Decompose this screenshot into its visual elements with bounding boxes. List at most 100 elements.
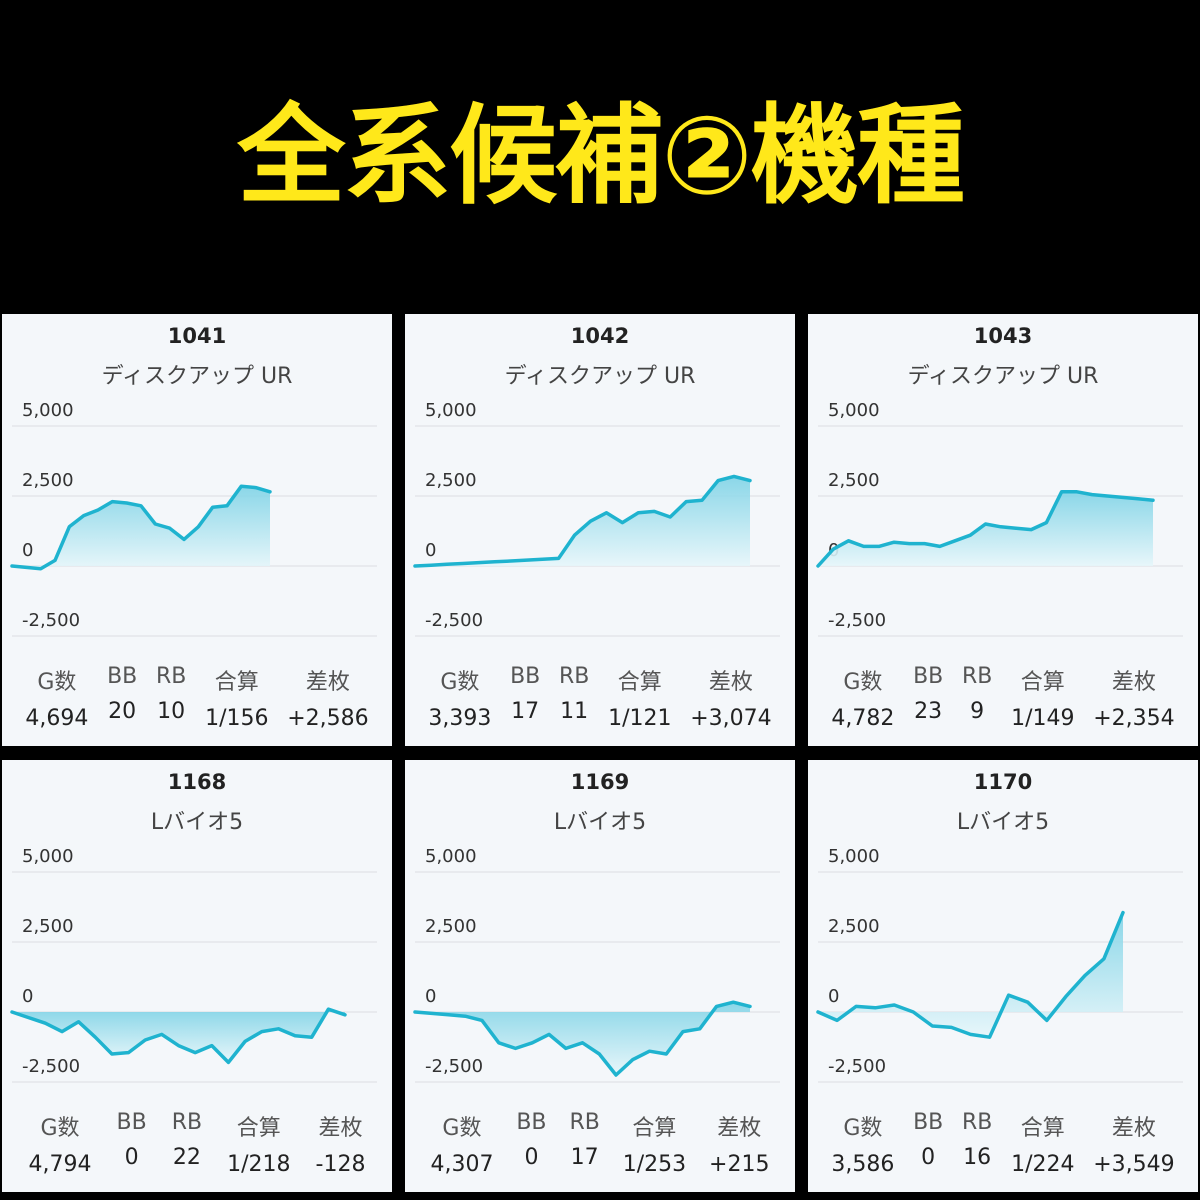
stat-value: 1/224 bbox=[1011, 1152, 1075, 1177]
stat-rb: RB 11 bbox=[559, 664, 589, 731]
stat-label: RB bbox=[961, 664, 993, 689]
stat-value: 1/156 bbox=[205, 706, 269, 731]
stat-label: RB bbox=[155, 664, 187, 689]
stat-value: 23 bbox=[914, 699, 943, 724]
stat-label: 合算 bbox=[632, 1116, 677, 1141]
series-line bbox=[413, 474, 752, 568]
stat-label: RB bbox=[558, 664, 590, 689]
stat-label: 合算 bbox=[214, 670, 259, 695]
y-tick-label: 0 bbox=[425, 986, 436, 1007]
stat-value: +3,549 bbox=[1093, 1152, 1175, 1177]
stat-value: +2,586 bbox=[287, 706, 369, 731]
series-area bbox=[818, 491, 1153, 566]
stat-diff: 差枚 -128 bbox=[316, 1110, 366, 1177]
y-tick-label: -2,500 bbox=[22, 1056, 80, 1077]
stat-games: G数 4,307 bbox=[430, 1110, 493, 1177]
stat-total: 合算 1/253 bbox=[623, 1110, 686, 1177]
stat-label: 合算 bbox=[236, 1116, 281, 1141]
stat-bb: BB 17 bbox=[510, 664, 540, 731]
stat-label: BB bbox=[116, 1110, 147, 1135]
machine-number: 1169 bbox=[570, 770, 630, 794]
title-banner: 全系候補②機種 bbox=[0, 0, 1200, 310]
y-tick-label: -2,500 bbox=[828, 610, 886, 631]
stat-label: G数 bbox=[40, 1116, 80, 1141]
stat-rb: RB 10 bbox=[156, 664, 186, 731]
stat-value: 4,307 bbox=[430, 1152, 494, 1177]
stat-value: 9 bbox=[970, 699, 985, 724]
stat-label: 合算 bbox=[617, 670, 662, 695]
stat-label: 合算 bbox=[1020, 670, 1065, 695]
stat-label: G数 bbox=[440, 670, 480, 695]
stat-label: 差枚 bbox=[1111, 670, 1156, 695]
stat-label: G数 bbox=[37, 670, 77, 695]
page-title: 全系候補②機種 bbox=[237, 94, 964, 219]
machine-name: Lバイオ5 bbox=[956, 810, 1050, 835]
machine-card: 1042 ディスクアップ UR 5,000 2,500 0 -2,500 G数 3,393 BB… bbox=[405, 314, 795, 746]
stat-value: 4,782 bbox=[831, 706, 895, 731]
machine-number: 1168 bbox=[167, 770, 227, 794]
y-tick-label: -2,500 bbox=[22, 610, 80, 631]
stat-value: 0 bbox=[524, 1145, 539, 1170]
y-tick-label: 5,000 bbox=[22, 846, 74, 867]
y-tick-label: 5,000 bbox=[828, 846, 880, 867]
y-tick-label: 2,500 bbox=[425, 916, 477, 937]
stat-rb: RB 16 bbox=[962, 1110, 992, 1177]
stat-diff: 差枚 +215 bbox=[709, 1110, 769, 1177]
stat-label: BB bbox=[510, 664, 541, 689]
stat-value: 1/253 bbox=[622, 1152, 687, 1177]
stat-label: 差枚 bbox=[318, 1116, 363, 1141]
machine-card: 1168 Lバイオ5 5,000 2,500 0 -2,500 G数 4,794 BB 0 RB 22… bbox=[2, 760, 392, 1192]
stat-diff: 差枚 +2,354 bbox=[1093, 664, 1174, 731]
stat-value: 0 bbox=[921, 1145, 936, 1170]
stat-value: 3,393 bbox=[428, 706, 492, 731]
machine-name: ディスクアップ UR bbox=[504, 364, 696, 389]
stat-value: 11 bbox=[560, 699, 589, 724]
machine-name: ディスクアップ UR bbox=[101, 364, 293, 389]
stat-value: 0 bbox=[124, 1145, 139, 1170]
stat-label: BB bbox=[913, 664, 944, 689]
stat-label: 合算 bbox=[1020, 1116, 1065, 1141]
stat-label: 差枚 bbox=[708, 670, 753, 695]
stat-rb: RB 9 bbox=[962, 664, 992, 731]
stat-rb: RB 17 bbox=[569, 1110, 599, 1177]
y-tick-label: 0 bbox=[22, 986, 33, 1007]
stat-label: 差枚 bbox=[717, 1116, 762, 1141]
machine-name: Lバイオ5 bbox=[553, 810, 647, 835]
y-tick-label: 5,000 bbox=[425, 846, 477, 867]
machine-card: 1169 Lバイオ5 5,000 2,500 0 -2,500 G数 4,307 BB 0 RB 17… bbox=[405, 760, 795, 1192]
stat-games: G数 3,586 bbox=[831, 1110, 894, 1177]
stat-diff: 差枚 +3,549 bbox=[1093, 1110, 1174, 1177]
stat-total: 合算 1/218 bbox=[227, 1110, 290, 1177]
stat-label: BB bbox=[516, 1110, 547, 1135]
machine-name: Lバイオ5 bbox=[150, 810, 244, 835]
y-tick-label: 5,000 bbox=[425, 400, 477, 421]
stat-value: +215 bbox=[709, 1152, 770, 1177]
stats-row: G数 4,782 BB 23 RB 9 合算 1/149 差枚 +2,354 bbox=[808, 664, 1198, 731]
machine-card: 1041 ディスクアップ UR 5,000 2,500 0 -2,500 G数 4,694 BB… bbox=[2, 314, 392, 746]
y-tick-label: 5,000 bbox=[828, 400, 880, 421]
stat-value: +3,074 bbox=[690, 706, 772, 731]
stat-value: +2,354 bbox=[1093, 706, 1175, 731]
machine-number: 1041 bbox=[167, 324, 227, 348]
stat-total: 合算 1/156 bbox=[205, 664, 268, 731]
y-tick-label: 0 bbox=[22, 540, 33, 561]
stat-label: RB bbox=[171, 1110, 203, 1135]
stat-label: RB bbox=[569, 1110, 600, 1135]
series-area bbox=[415, 476, 750, 566]
stats-row: G数 4,794 BB 0 RB 22 合算 1/218 差枚 -128 bbox=[2, 1110, 392, 1177]
stat-value: 4,794 bbox=[28, 1152, 92, 1177]
stat-diff: 差枚 +2,586 bbox=[287, 664, 368, 731]
y-tick-label: -2,500 bbox=[425, 610, 483, 631]
y-tick-label: 5,000 bbox=[22, 400, 74, 421]
stat-total: 合算 1/121 bbox=[608, 664, 671, 731]
stat-label: G数 bbox=[843, 1116, 883, 1141]
stats-row: G数 3,586 BB 0 RB 16 合算 1/224 差枚 +3,549 bbox=[808, 1110, 1198, 1177]
stat-label: BB bbox=[107, 664, 138, 689]
